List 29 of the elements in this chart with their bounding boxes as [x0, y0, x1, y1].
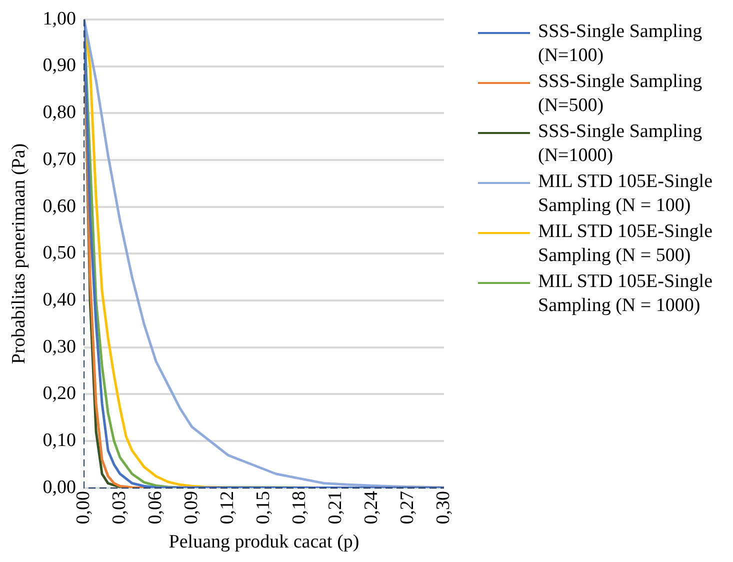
x-axis-title: Peluang produk cacat (p)	[168, 532, 360, 553]
x-tick-label: 0,12	[217, 490, 238, 524]
y-tick-label: 0,80	[42, 102, 76, 124]
y-tick-label: 0,90	[42, 55, 76, 76]
y-axis-title: Probabilitas penerimaan (Pa)	[8, 143, 30, 364]
legend-label: SSS-Single Sampling (N=100)	[538, 20, 704, 68]
x-tick-label: 0,06	[145, 490, 166, 524]
x-tick-label: 0,24	[360, 490, 382, 524]
y-tick-label: 0,40	[42, 290, 76, 311]
y-tick-label: 0,70	[42, 148, 76, 170]
x-tick-label: 0,27	[396, 490, 418, 524]
x-tick-label: 0,30	[432, 490, 454, 524]
legend-label: SSS-Single Sampling (N=1000)	[538, 120, 704, 168]
y-tick-label: 0,30	[42, 336, 76, 358]
legend-label: MIL STD 105E-Single Sampling (N = 100)	[538, 170, 714, 218]
x-tick-label: 0,03	[109, 490, 130, 524]
x-tick-label: 0,09	[181, 490, 202, 524]
y-tick-label: 1,00	[42, 8, 76, 30]
legend-label: SSS-Single Sampling (N=500)	[538, 70, 704, 118]
y-tick-label: 0,60	[42, 196, 76, 217]
x-tick-label: 0,21	[325, 490, 346, 524]
y-tick-label: 0,00	[42, 476, 76, 498]
x-tick-label: 0,15	[253, 490, 274, 524]
y-tick-label: 0,10	[42, 430, 76, 452]
legend-label: MIL STD 105E-Single Sampling (N = 500)	[538, 220, 714, 268]
legend-label: MIL STD 105E-Single Sampling (N = 1000)	[538, 270, 714, 318]
y-tick-label: 0,20	[42, 383, 76, 404]
x-tick-label: 0,18	[289, 490, 310, 524]
y-tick-label: 0,50	[42, 242, 76, 264]
